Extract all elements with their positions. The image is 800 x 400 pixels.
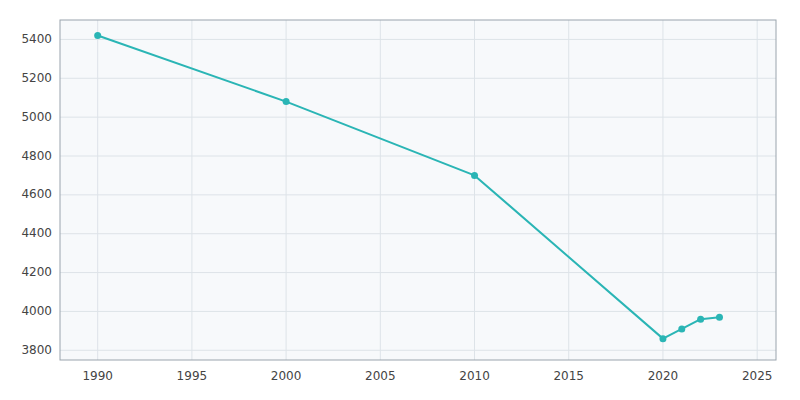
x-tick-label: 2015 [553, 369, 584, 383]
plot-frame [60, 20, 776, 360]
point [716, 314, 723, 321]
y-tick-label: 5400 [21, 32, 52, 46]
y-grid-line [60, 194, 776, 195]
x-tick-label: 2025 [742, 369, 773, 383]
x-tick-label: 1990 [82, 369, 113, 383]
point [659, 335, 666, 342]
x-grid-line [286, 20, 287, 360]
series [94, 32, 723, 342]
x-grid-line [568, 20, 569, 360]
point [697, 316, 704, 323]
x-grid-line [757, 20, 758, 360]
y-grid-line [60, 272, 776, 273]
chart: 3800 4000 4200 4400 4600 4800 5000 5200 5400 1990… [0, 0, 800, 400]
x-grid-line [662, 20, 663, 360]
y-grid-line [60, 233, 776, 234]
point [471, 172, 478, 179]
x-tick-label: 1995 [177, 369, 208, 383]
tick-labels: 3800 4000 4200 4400 4600 4800 5000 5200 5400 1990… [21, 32, 772, 383]
y-tick-label: 5000 [21, 110, 52, 124]
x-tick-label: 2005 [365, 369, 396, 383]
plot-area [60, 20, 776, 360]
chart-container: 3800 4000 4200 4400 4600 4800 5000 5200 5400 1990… [0, 0, 800, 400]
x-grid-line [474, 20, 475, 360]
y-tick-label: 4400 [21, 226, 52, 240]
point [678, 325, 685, 332]
y-grid-line [60, 156, 776, 157]
line [98, 36, 720, 339]
y-grid-line [60, 78, 776, 79]
x-tick-label: 2020 [648, 369, 679, 383]
y-grid-line [60, 350, 776, 351]
grid [60, 20, 776, 360]
y-tick-label: 5200 [21, 71, 52, 85]
x-grid-line [97, 20, 98, 360]
y-grid-line [60, 311, 776, 312]
y-tick-label: 3800 [21, 343, 52, 357]
point [94, 32, 101, 39]
y-tick-label: 4200 [21, 265, 52, 279]
x-tick-label: 2000 [271, 369, 302, 383]
y-tick-label: 4600 [21, 187, 52, 201]
y-grid-line [60, 117, 776, 118]
y-tick-label: 4000 [21, 304, 52, 318]
y-tick-label: 4800 [21, 149, 52, 163]
x-grid-line [191, 20, 192, 360]
x-grid-line [380, 20, 381, 360]
point [283, 98, 290, 105]
y-grid-line [60, 39, 776, 40]
x-tick-label: 2010 [459, 369, 490, 383]
